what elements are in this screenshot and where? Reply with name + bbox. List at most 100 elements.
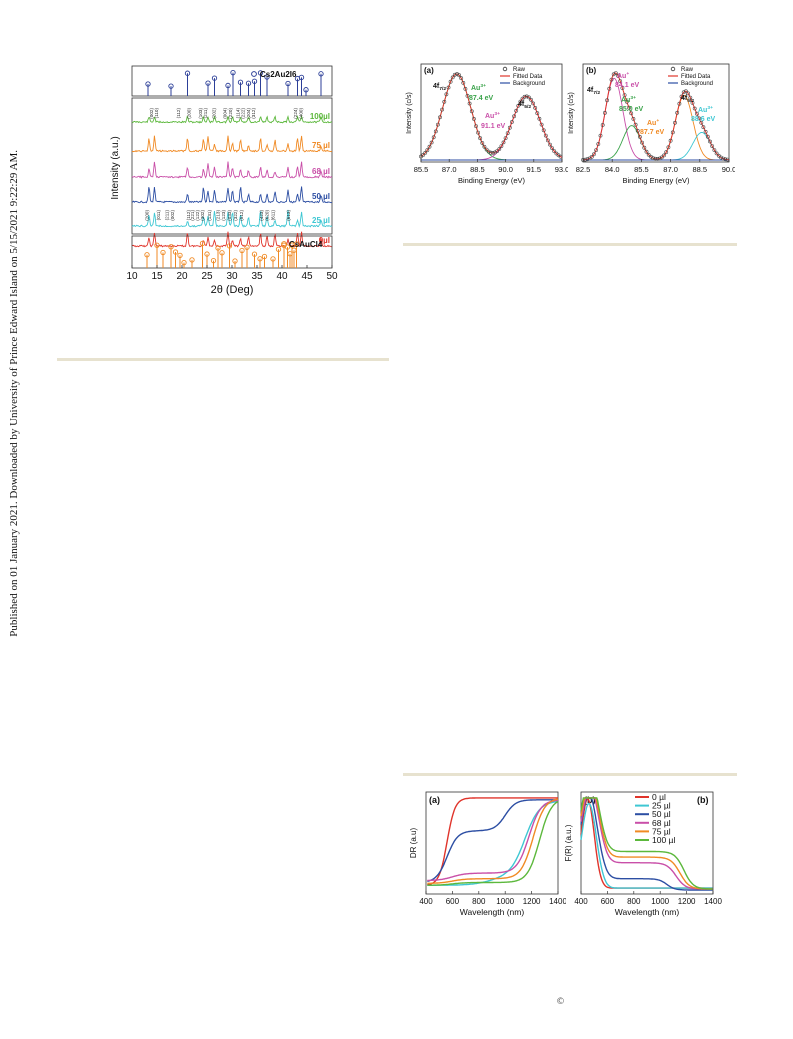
dr-series-line [427,798,559,884]
xrd-x-tick-label: 25 [201,271,213,282]
xps-x-tick-label: 93.0 [555,165,568,174]
xps-raw-marker [423,151,428,155]
xps-peak-value: 84.1 eV [615,82,639,89]
fr-legend-label: 25 µl [652,801,671,811]
xrd-peak-label-bottom: (322) [233,210,238,221]
xps-raw-marker [699,120,704,125]
xrd-series-line [131,186,333,204]
xps-raw-marker [543,133,548,138]
xps-raw-marker [499,144,504,149]
xps-raw-marker [488,150,493,155]
xps-raw-marker [425,148,430,153]
xps-x-tick-label: 88.5 [692,165,707,174]
spec-x-tick-label: 1200 [678,897,696,906]
xrd-ref-bottom-marker [261,253,268,260]
xps-raw-marker [705,134,710,139]
xrd-peak-label-top: (222) [241,108,246,119]
xps-peak-species: Au+ [617,72,629,80]
xrd-peak-label-top: (110) [154,108,159,119]
xrd-ref-top-marker [318,71,324,77]
xrd-y-label: Intensity (a.u.) [110,136,121,199]
xps-raw-marker [642,145,647,150]
xrd-series-line [131,161,333,179]
xrd-ref-top-marker [285,80,291,87]
fr-legend-label: 0 µl [652,792,666,802]
xps-component-line [583,132,730,161]
xps-raw-marker [467,101,472,106]
xps-raw-marker [714,151,719,156]
xps-raw-marker [516,103,521,108]
fr-series-line [580,797,713,890]
dr-series-line [427,799,558,882]
xrd-peak-label-bottom: (200) [145,210,150,221]
xrd-ref-bottom-marker [177,252,183,259]
xrd-peak-label-bottom: (512) [239,210,244,221]
xps-x-tick-label: 88.5 [470,165,485,174]
xrd-series-label: 68 µl [312,167,330,176]
xps-peak-species: Au3+ [621,95,636,104]
xps-raw-marker [512,114,517,119]
xrd-peak-label-bottom: (221) [190,210,195,221]
xps-raw-marker [666,145,671,150]
xrd-peak-label-bottom: (011) [156,210,161,221]
xps-raw-marker [598,133,603,138]
xps-raw-marker [662,153,666,158]
xrd-ref-top-marker [211,75,218,81]
xps-raw-marker [558,154,563,159]
xrd-x-tick-label: 45 [301,271,313,282]
xps-raw-marker [701,125,706,130]
xps-raw-marker [659,155,664,160]
xrd-ref-top-frame [131,65,333,97]
spec-x-tick-label: 400 [574,897,588,906]
xps-peak-species: Au3+ [698,105,713,114]
xps-raw-marker [533,106,538,110]
divider-left [57,358,389,361]
xps-raw-marker [429,140,434,145]
divider-right-top [403,243,737,246]
xps-raw-marker [616,73,620,78]
download-notice: Published on 01 January 2021. Downloaded… [1,0,27,1039]
dr-y-label: DR (a.u) [409,828,418,859]
fr-series-line [580,797,713,890]
xrd-ref-bottom-marker [239,247,245,254]
xps-raw-marker [448,79,453,84]
xps-panel-label: (b) [586,66,597,75]
xrd-series-label: 50 µl [312,192,330,201]
xrd-series-line [131,135,333,153]
xps-legend-label: Fitted Data [681,74,711,80]
xrd-x-label: 2θ (Deg) [211,284,254,296]
xps-raw-marker [618,79,623,84]
xrd-ref-top-marker [205,80,211,86]
xps-raw-marker [514,108,519,113]
xps-panel-label: (a) [424,66,434,75]
spec-x-tick-label: 600 [446,897,460,906]
xps-raw-marker [438,115,442,120]
xps-raw-marker [675,110,680,115]
spec-x-tick-label: 1400 [549,897,566,906]
xps-raw-marker [507,125,512,130]
xps-raw-marker [613,71,618,76]
xrd-ref-bottom-marker [160,249,166,256]
xps-raw-marker [653,156,658,161]
xrd-ref-top-marker [184,70,191,76]
xps-orbital-label: 4f5/2 [518,101,531,110]
xps-raw-marker [472,117,476,121]
xps-x-tick-label: 87.0 [663,165,678,174]
copyright-symbol: © [556,997,565,1007]
xps-raw-marker [527,95,531,100]
xps-raw-marker [484,147,489,152]
xps-raw-marker [450,75,455,80]
xrd-x-tick-label: 40 [276,271,288,282]
xrd-x-tick-label: 30 [226,271,238,282]
dr-chart: DR (a.u) (a) 400 600 800 1000 1200 1400 Waveleng… [409,791,566,917]
xrd-peak-label-bottom: (302) [200,210,205,221]
spec-panel-label: (a) [429,795,440,805]
xps-raw-marker [501,140,506,145]
xrd-peak-label-bottom: (213) [216,210,221,221]
xrd-ref-top-label: Cs2Au2I6 [260,70,297,79]
xrd-ref-bottom-label: CsAuCl4 [289,240,323,249]
xrd-peak-label-bottom: (613) [286,210,291,221]
xps-raw-marker [442,99,447,104]
xps-raw-marker [518,99,523,104]
xps-raw-marker [524,94,529,99]
